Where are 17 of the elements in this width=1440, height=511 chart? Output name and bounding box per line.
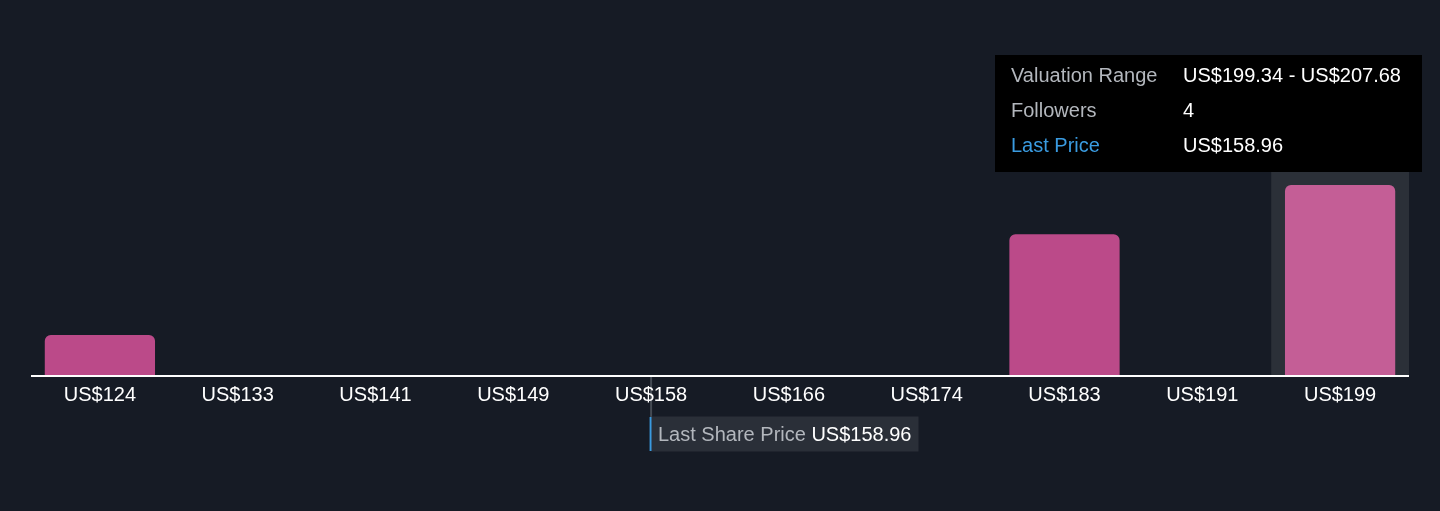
x-tick-label: US$141 <box>339 383 412 405</box>
text: US$199.34 - US$207.68 <box>1183 64 1401 86</box>
x-tick-label: US$191 <box>1166 383 1239 405</box>
text: Last Price <box>1011 134 1100 156</box>
x-tick-label: US$149 <box>477 383 550 405</box>
x-tick-label: US$158 <box>614 383 688 405</box>
text: Followers <box>1011 99 1097 121</box>
x-tick-label: US$199 <box>1303 383 1377 405</box>
x-tick-label: US$133 <box>201 383 274 405</box>
x-tick-label: US$166 <box>752 383 826 405</box>
x-tick-label: US$174 <box>890 383 963 405</box>
text: Valuation Range <box>1011 64 1158 86</box>
ref-line-label: Last Share Price US$158.96 <box>658 423 912 445</box>
text: 4 <box>1183 99 1195 121</box>
x-tick-label: US$183 <box>1028 383 1101 405</box>
x-tick-label: US$124 <box>63 383 137 405</box>
text: US$158.96 <box>1183 134 1284 156</box>
